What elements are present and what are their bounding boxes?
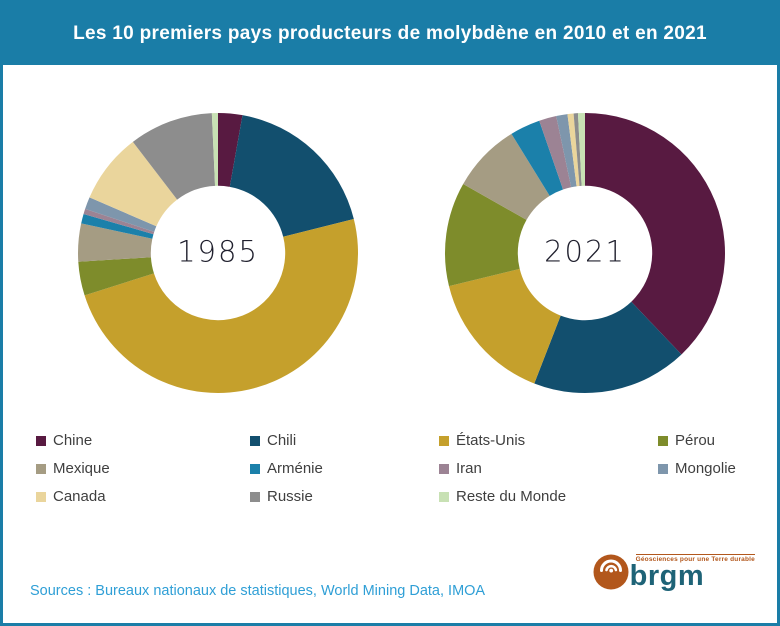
donut-slice-2021-7 <box>556 114 577 188</box>
legend-label-8: Canada <box>53 488 106 505</box>
legend-swatch-3 <box>658 436 668 446</box>
donut-slice-2021-2 <box>448 268 561 384</box>
brgm-tagline: Géosciences pour une Terre durable <box>635 556 755 563</box>
legend-item-9: Russie <box>250 489 439 505</box>
donut-chart-2021: 2021 <box>435 103 735 403</box>
donut-slice-1985-4 <box>78 223 153 262</box>
legend-label-10: Reste du Monde <box>456 488 567 505</box>
legend-label-2: États-Unis <box>456 432 526 449</box>
legend-label-1: Chili <box>267 432 297 449</box>
legend-item-0: Chine <box>36 433 250 449</box>
donut-slice-2021-0 <box>585 113 725 355</box>
donut-slice-2021-4 <box>463 133 550 220</box>
donut-slice-2021-10 <box>577 113 585 186</box>
donut-slice-1985-6 <box>83 208 155 235</box>
legend-swatch-5 <box>250 464 260 474</box>
donut-slice-1985-7 <box>85 197 157 232</box>
legend-swatch-6 <box>439 464 449 474</box>
brgm-wordmark: brgm <box>629 560 705 592</box>
donut-slice-1985-1 <box>229 115 354 237</box>
legend-item-7: Mongolie <box>658 461 763 477</box>
legend-swatch-2 <box>439 436 449 446</box>
donut-slice-1985-0 <box>218 113 243 187</box>
legend-item-6: Iran <box>439 461 658 477</box>
donut-2021-center-label: 2021 <box>544 234 626 269</box>
donut-slice-1985-9 <box>132 113 216 200</box>
legend-label-6: Iran <box>456 460 482 477</box>
donut-slice-2021-1 <box>534 301 682 393</box>
brgm-tagline-rule: Géosciences pour une Terre durable <box>635 554 755 563</box>
brgm-logo-icon <box>593 554 629 590</box>
donut-1985-svg <box>78 113 359 394</box>
legend-swatch-1 <box>250 436 260 446</box>
legend-label-3: Pérou <box>675 432 716 449</box>
legend-label-7: Mongolie <box>675 460 736 477</box>
donut-slice-1985-2 <box>84 219 359 394</box>
legend-item-8: Canada <box>36 489 250 505</box>
donut-slice-2021-3 <box>445 184 527 287</box>
sources-text: Sources : Bureaux nationaux de statistiq… <box>30 583 486 599</box>
donut-1985-center-label: 1985 <box>177 234 259 269</box>
legend-item-3: Pérou <box>658 433 763 449</box>
title-bar: Les 10 premiers pays producteurs de moly… <box>3 3 777 65</box>
legend-item-10: Reste du Monde <box>439 489 658 505</box>
page-title: Les 10 premiers pays producteurs de moly… <box>73 23 707 44</box>
donut-slice-1985-3 <box>78 257 154 296</box>
legend-item-4: Mexique <box>36 461 250 477</box>
legend-label-4: Mexique <box>53 460 110 477</box>
legend-item-2: États-Unis <box>439 433 658 449</box>
donut-slice-2021-6 <box>539 115 572 190</box>
donut-slice-2021-5 <box>511 120 564 196</box>
brgm-logo: Géosciences pour une Terre durable brgm <box>593 554 755 590</box>
legend-swatch-8 <box>36 492 46 502</box>
legend-label-0: Chine <box>53 432 93 449</box>
legend-swatch-9 <box>250 492 260 502</box>
donut-slice-1985-8 <box>89 141 178 227</box>
legend-item-5: Arménie <box>250 461 439 477</box>
legend-label-9: Russie <box>267 488 313 505</box>
chart-legend: Chine Chili États-Unis Pérou Mexique Arménie I… <box>36 433 763 505</box>
donut-slice-2021-9 <box>573 113 582 187</box>
legend-swatch-7 <box>658 464 668 474</box>
donut-chart-1985: 1985 <box>68 103 368 403</box>
donut-slice-1985-5 <box>81 213 154 239</box>
donut-slice-2021-8 <box>567 113 580 187</box>
donut-slice-1985-10 <box>211 113 218 186</box>
legend-label-5: Arménie <box>267 460 323 477</box>
legend-item-1: Chili <box>250 433 439 449</box>
legend-swatch-10 <box>439 492 449 502</box>
legend-swatch-4 <box>36 464 46 474</box>
donut-2021-svg <box>445 113 725 393</box>
legend-swatch-0 <box>36 436 46 446</box>
